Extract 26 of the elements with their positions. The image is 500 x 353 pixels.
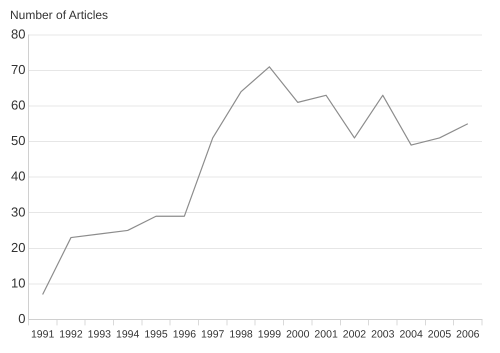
y-tick-label: 0 xyxy=(18,310,26,326)
x-tick-label: 1998 xyxy=(229,328,253,341)
y-tick-label: 20 xyxy=(10,240,26,255)
y-tick-label: 10 xyxy=(10,275,26,290)
y-tick-label: 60 xyxy=(10,98,26,113)
y-tick-label: 40 xyxy=(10,168,26,184)
x-tick-label: 2002 xyxy=(342,328,366,341)
x-tick-label: 2000 xyxy=(286,328,310,341)
x-tick-label: 2005 xyxy=(428,328,452,341)
y-tick-label: 50 xyxy=(10,133,26,148)
y-tick-label: 30 xyxy=(10,204,26,220)
x-tick-label: 1997 xyxy=(201,328,225,341)
x-tick-label: 1992 xyxy=(59,328,83,341)
y-tick-label: 80 xyxy=(10,26,26,42)
x-tick-label: 1996 xyxy=(172,328,196,341)
y-tick-label: 70 xyxy=(10,62,26,77)
x-tick-label: 1994 xyxy=(116,328,140,341)
y-axis-title: Number of Articles xyxy=(9,8,110,24)
x-tick-label: 1995 xyxy=(144,328,168,341)
x-tick-label: 2004 xyxy=(399,328,423,341)
x-tick-label: 2006 xyxy=(456,328,480,341)
x-tick-label: 2001 xyxy=(314,328,338,341)
x-tick-label: 1993 xyxy=(88,328,112,341)
x-tick-label: 1999 xyxy=(258,328,282,341)
x-tick-label: 2003 xyxy=(371,328,395,341)
x-tick-label: 1991 xyxy=(30,328,54,341)
